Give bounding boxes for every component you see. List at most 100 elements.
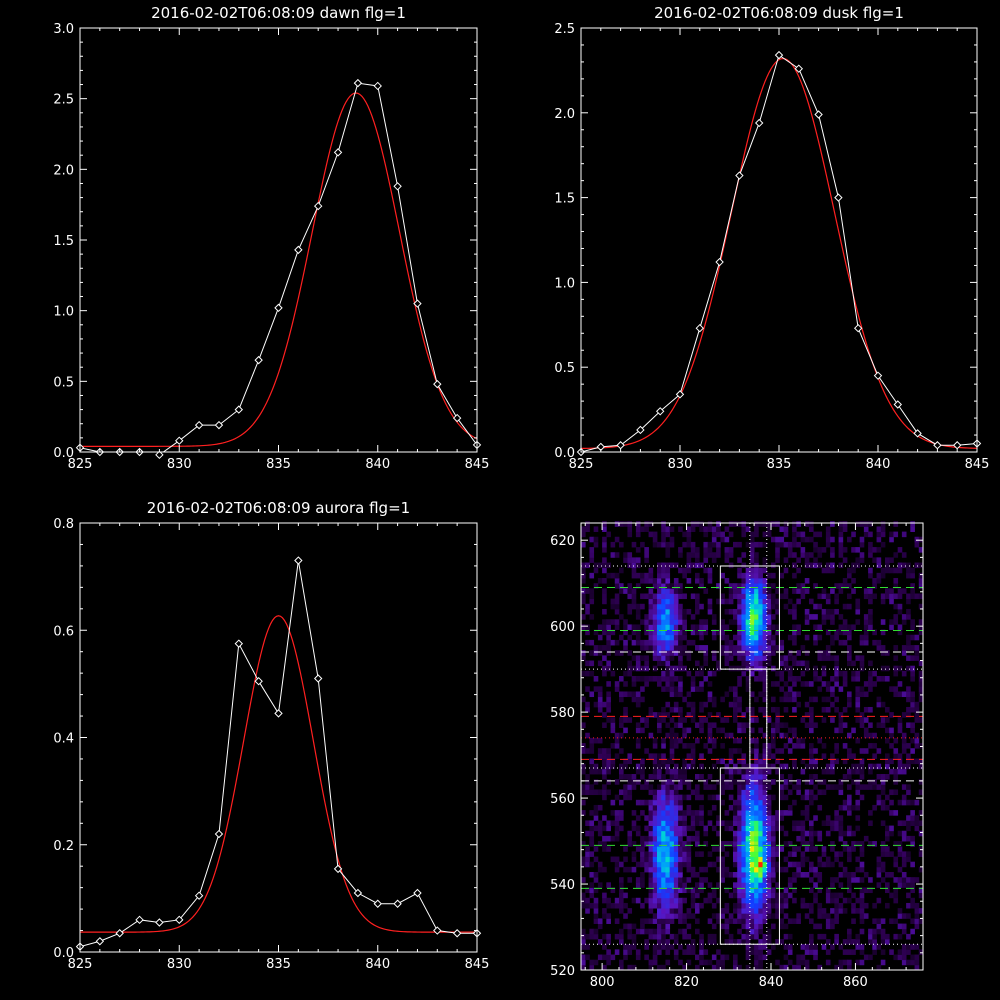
heatmap-cell	[682, 877, 687, 883]
heatmap-cell	[889, 872, 894, 878]
heatmap-cell	[783, 933, 789, 940]
heatmap-cell	[766, 629, 772, 636]
heatmap-cell	[787, 804, 793, 811]
heatmap-cell	[838, 902, 844, 909]
heatmap-cell	[661, 737, 666, 744]
heatmap-cell	[661, 887, 666, 894]
heatmap-cell	[678, 629, 683, 636]
heatmap-cell	[918, 866, 924, 873]
heatmap-cell	[737, 639, 742, 646]
heatmap-cell	[897, 547, 903, 553]
heatmap-cell	[589, 572, 595, 579]
heatmap-cell	[906, 825, 911, 832]
heatmap-cell	[779, 645, 785, 651]
data-point	[735, 171, 744, 180]
heatmap-cell	[830, 882, 835, 888]
heatmap-cell	[910, 841, 915, 847]
heatmap-cell	[847, 593, 852, 600]
heatmap-cell	[631, 696, 637, 703]
heatmap-cell	[741, 583, 747, 589]
data-point	[373, 899, 382, 908]
heatmap-cell	[766, 583, 772, 589]
heatmap-cell	[737, 887, 742, 894]
heatmap-cell	[631, 939, 637, 945]
heatmap-cell	[619, 763, 624, 770]
heatmap-cell	[711, 619, 717, 625]
heatmap-cell	[661, 578, 666, 584]
heatmap-cell	[652, 676, 658, 682]
heatmap-cell	[804, 964, 810, 971]
heatmap-cell	[627, 665, 633, 672]
heatmap-cell	[880, 959, 886, 966]
heatmap-cell	[733, 748, 738, 754]
heatmap-cell	[711, 954, 717, 961]
heatmap-cell	[652, 763, 658, 770]
heatmap-cell	[707, 712, 713, 718]
heatmap-cell	[766, 645, 772, 651]
heatmap-cell	[741, 521, 747, 527]
heatmap-cell	[720, 954, 725, 961]
heatmap-cell	[863, 629, 869, 636]
heatmap-cell	[640, 665, 645, 672]
heatmap-cell	[787, 608, 793, 615]
heatmap-cell	[885, 763, 890, 770]
heatmap-cell	[885, 872, 890, 878]
heatmap-cell	[695, 629, 700, 636]
heatmap-cell	[631, 588, 637, 594]
heatmap-cell	[771, 913, 776, 919]
heatmap-cell	[754, 665, 759, 672]
heatmap-cell	[842, 526, 848, 532]
heatmap-cell	[602, 701, 607, 708]
heatmap-cell	[724, 547, 730, 553]
heatmap-cell	[678, 660, 683, 667]
heatmap-cell	[825, 913, 831, 919]
heatmap-cell	[635, 799, 641, 806]
heatmap-cell	[783, 954, 789, 961]
heatmap-cell	[783, 897, 789, 904]
heatmap-cell	[758, 835, 763, 842]
heatmap-cell	[644, 614, 649, 620]
heatmap-cell	[716, 913, 721, 919]
heatmap-cell	[800, 835, 806, 842]
heatmap-cell	[724, 851, 730, 857]
heatmap-cell	[745, 856, 751, 863]
heatmap-cell	[737, 861, 742, 868]
heatmap-cell	[652, 872, 658, 878]
heatmap-cell	[868, 820, 873, 826]
heatmap-cell	[804, 789, 810, 796]
heatmap-cell	[741, 784, 747, 790]
data-point	[452, 413, 462, 423]
heatmap-cell	[627, 949, 633, 955]
heatmap-cell	[754, 598, 759, 605]
heatmap-cell	[686, 877, 692, 883]
heatmap-cell	[610, 619, 616, 625]
heatmap-cell	[728, 531, 734, 538]
heatmap-cell	[690, 897, 696, 904]
heatmap-cell	[690, 810, 696, 816]
heatmap-cell	[589, 547, 595, 553]
heatmap-cell	[762, 608, 768, 615]
heatmap-cell	[901, 928, 907, 935]
heatmap-cell	[804, 872, 810, 878]
heatmap-cell	[648, 877, 654, 883]
heatmap-cell	[834, 784, 839, 790]
heatmap-cell	[652, 928, 658, 935]
heatmap-cell	[771, 779, 776, 785]
heatmap-cell	[614, 572, 620, 579]
heatmap-cell	[754, 913, 759, 919]
heatmap-cell	[749, 536, 755, 543]
heatmap-cell	[779, 918, 785, 924]
heatmap-cell	[906, 634, 911, 641]
heatmap-cell	[673, 722, 679, 728]
heatmap-cell	[678, 820, 683, 826]
heatmap-cell	[809, 774, 814, 780]
heatmap-cell	[809, 536, 814, 543]
heatmap-cell	[648, 634, 654, 641]
heatmap-cell	[644, 866, 649, 873]
heatmap-cell	[804, 536, 810, 543]
heatmap-cell	[648, 531, 654, 538]
heatmap-cell	[741, 897, 747, 904]
heatmap-cell	[880, 789, 886, 796]
heatmap-cell	[682, 619, 687, 625]
heatmap-cell	[847, 567, 852, 574]
